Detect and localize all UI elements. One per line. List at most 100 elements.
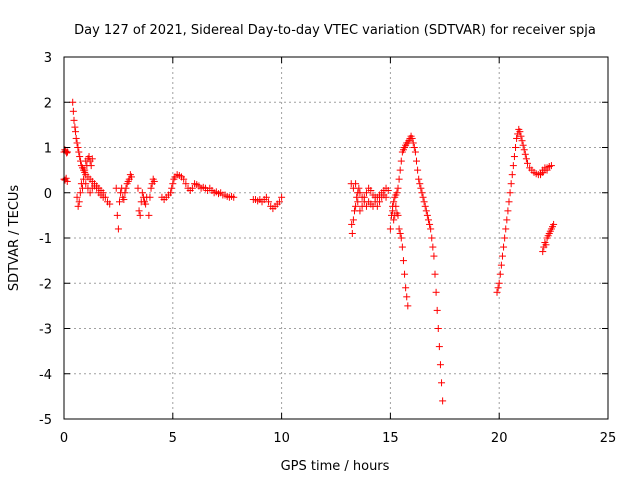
data-point (93, 184, 101, 192)
data-point (408, 134, 416, 142)
data-point (397, 234, 405, 242)
data-point (349, 216, 357, 224)
data-point (69, 98, 77, 106)
y-tick-label: 0 (44, 187, 52, 202)
data-point (356, 189, 364, 197)
x-tick-label: 15 (382, 431, 399, 446)
data-points (60, 98, 558, 405)
data-point (435, 343, 443, 351)
data-point (507, 180, 515, 188)
data-point (416, 180, 424, 188)
data-point (426, 220, 434, 228)
y-tick-label: 3 (44, 51, 52, 66)
data-point (88, 155, 96, 163)
data-point (376, 198, 384, 206)
data-point (496, 270, 504, 278)
data-point (169, 180, 177, 188)
data-point (74, 202, 82, 210)
data-point (114, 225, 122, 233)
data-point (505, 198, 513, 206)
x-tick-label: 0 (60, 431, 68, 446)
data-point (389, 202, 397, 210)
data-point (542, 241, 550, 249)
data-point (395, 175, 403, 183)
data-point (509, 162, 517, 170)
data-point (120, 196, 128, 204)
data-point (516, 128, 524, 136)
data-point (539, 248, 547, 256)
data-point (74, 144, 82, 151)
data-point (410, 144, 418, 151)
x-tick-label: 25 (600, 431, 617, 446)
x-tick-label: 10 (273, 431, 290, 446)
data-point (73, 193, 81, 201)
data-point (500, 243, 508, 251)
data-point (420, 198, 428, 206)
data-point (432, 288, 440, 296)
data-point (418, 189, 426, 197)
data-point (188, 184, 196, 192)
x-axis-label: GPS time / hours (281, 459, 390, 474)
data-point (352, 180, 360, 188)
data-point (431, 270, 439, 278)
data-point (168, 184, 176, 192)
data-point (394, 211, 402, 219)
data-point (135, 207, 143, 215)
data-point (82, 180, 90, 188)
data-point (550, 220, 558, 228)
data-point (278, 193, 286, 201)
data-point (122, 184, 130, 192)
data-point (138, 189, 146, 197)
data-point (506, 189, 514, 197)
x-tick-labels: 0 5 10 15 20 25 (60, 431, 616, 446)
y-tick-label: 2 (44, 96, 52, 111)
data-point (427, 225, 435, 233)
data-point (99, 193, 107, 201)
data-point (360, 193, 368, 201)
data-point (81, 166, 89, 174)
data-point (182, 180, 190, 188)
data-point (399, 257, 407, 265)
data-point (394, 184, 402, 192)
data-point (428, 234, 436, 242)
data-point (433, 306, 441, 314)
data-point (438, 379, 446, 387)
grid-lines (64, 57, 608, 419)
data-point (356, 207, 364, 215)
data-point (358, 202, 366, 210)
data-point (354, 198, 362, 206)
data-point (414, 166, 422, 174)
data-point (393, 189, 401, 197)
data-point (352, 202, 360, 210)
data-point (106, 200, 114, 208)
data-point (142, 200, 150, 208)
data-point (367, 186, 375, 194)
data-point (371, 193, 379, 201)
data-point (522, 155, 530, 163)
data-point (508, 171, 516, 179)
data-point (436, 361, 444, 369)
y-tick-label: -1 (39, 232, 52, 247)
data-point (349, 184, 357, 192)
data-point (63, 177, 71, 185)
data-point (230, 193, 238, 201)
data-point (76, 153, 84, 161)
data-point (390, 216, 398, 224)
data-point (417, 184, 425, 192)
data-point (409, 139, 417, 147)
data-point (523, 159, 531, 167)
data-point (63, 148, 71, 156)
data-point (348, 229, 356, 237)
data-point (510, 153, 518, 161)
data-point (71, 123, 79, 131)
data-point (75, 198, 83, 206)
data-point (423, 211, 431, 219)
data-point (495, 279, 503, 287)
data-point (434, 325, 442, 332)
data-point (121, 189, 129, 197)
data-point (512, 144, 520, 151)
data-point (424, 216, 432, 224)
data-point (413, 157, 421, 165)
data-point (72, 128, 80, 136)
